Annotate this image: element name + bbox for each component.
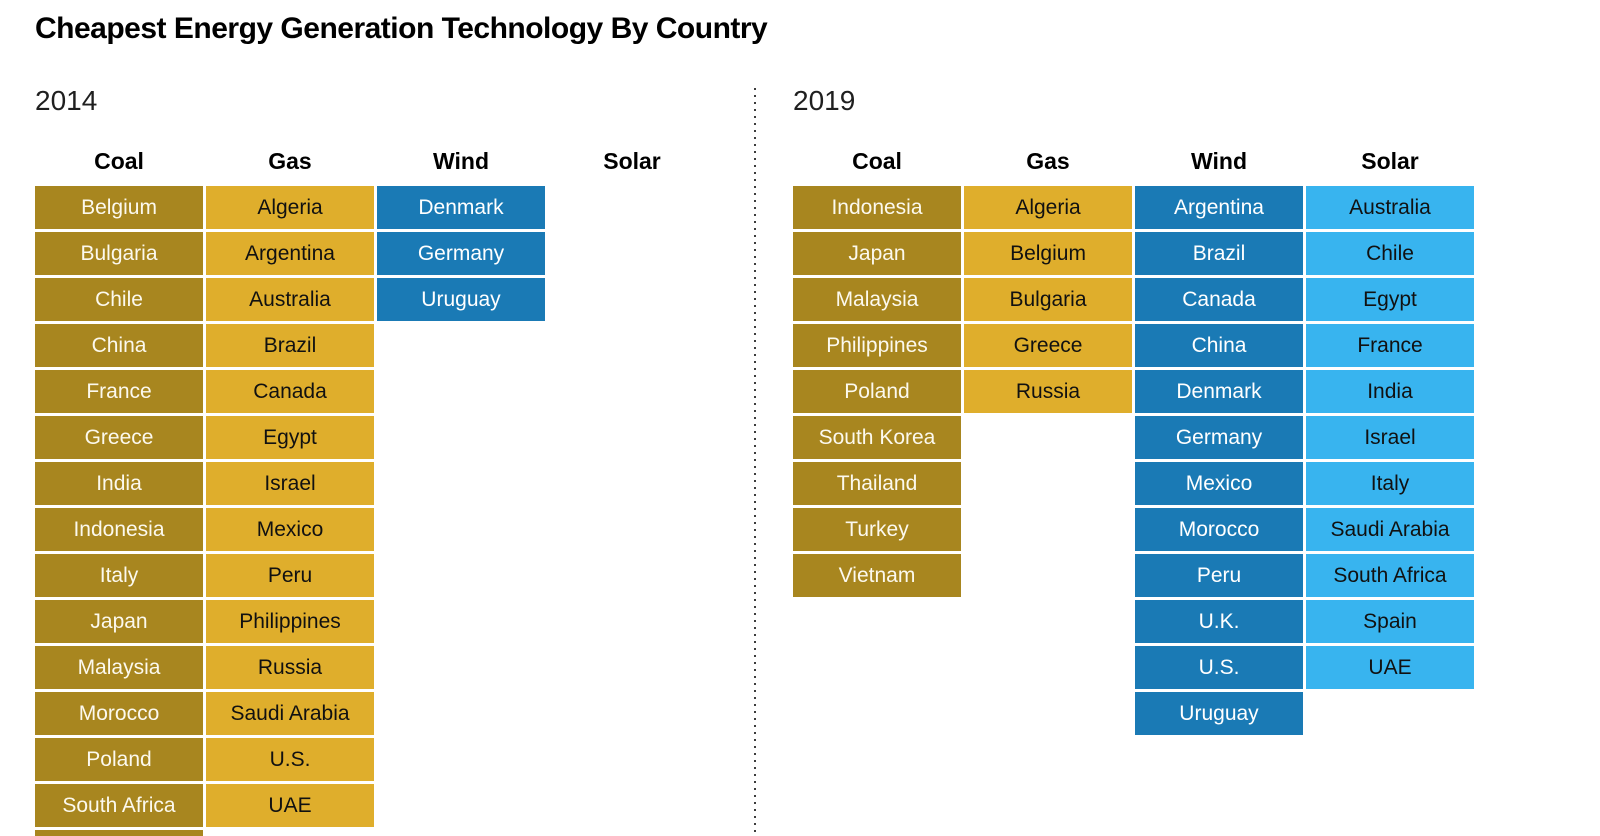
country-cell: China xyxy=(35,324,203,367)
country-cell: South Africa xyxy=(35,784,203,827)
country-cell: Philippines xyxy=(793,324,961,367)
column-header-coal: Coal xyxy=(94,148,144,174)
country-cell: Australia xyxy=(206,278,374,321)
column-solar: Solar xyxy=(548,148,716,836)
country-cell: Japan xyxy=(35,600,203,643)
country-cell: Spain xyxy=(1306,600,1474,643)
country-cell: Saudi Arabia xyxy=(206,692,374,735)
country-cell: Egypt xyxy=(206,416,374,459)
country-cell: Morocco xyxy=(35,692,203,735)
year-label-2019: 2019 xyxy=(793,85,856,116)
country-cell: Japan xyxy=(793,232,961,275)
country-cell: Uruguay xyxy=(1135,692,1303,735)
chart-title: Cheapest Energy Generation Technology By… xyxy=(35,12,768,45)
column-header-solar: Solar xyxy=(603,148,661,174)
country-cell: Israel xyxy=(206,462,374,505)
column-wind: Wind Argentina Brazil Canada China Denmark Ger… xyxy=(1135,148,1303,735)
country-cell: Algeria xyxy=(964,186,1132,229)
country-cell: Brazil xyxy=(206,324,374,367)
country-cell: Saudi Arabia xyxy=(1306,508,1474,551)
column-solar: Solar Australia Chile Egypt France India Israe… xyxy=(1306,148,1474,735)
country-cell: Italy xyxy=(35,554,203,597)
country-cell: Denmark xyxy=(1135,370,1303,413)
country-cell: Poland xyxy=(35,738,203,781)
country-cell: Malaysia xyxy=(793,278,961,321)
panel-2014: 2014 Coal Belgium Bulgaria Chile China France… xyxy=(35,84,716,836)
country-cell: Bulgaria xyxy=(964,278,1132,321)
country-cell: Canada xyxy=(1135,278,1303,321)
country-cell: Argentina xyxy=(206,232,374,275)
country-cell: Russia xyxy=(964,370,1132,413)
country-cell: Australia xyxy=(1306,186,1474,229)
country-cell: Israel xyxy=(1306,416,1474,459)
country-cell: Mexico xyxy=(206,508,374,551)
country-cell: Mexico xyxy=(1135,462,1303,505)
country-cell: U.S. xyxy=(206,738,374,781)
country-cell: Argentina xyxy=(1135,186,1303,229)
country-cell-clipped xyxy=(35,830,203,836)
column-header-solar: Solar xyxy=(1361,148,1419,174)
country-cell: Philippines xyxy=(206,600,374,643)
country-cell: Brazil xyxy=(1135,232,1303,275)
country-cell: Indonesia xyxy=(793,186,961,229)
country-cell: France xyxy=(35,370,203,413)
country-cell: Greece xyxy=(964,324,1132,367)
country-cell: Germany xyxy=(377,232,545,275)
column-gas: Gas Algeria Belgium Bulgaria Greece Russia xyxy=(964,148,1132,735)
country-cell: Peru xyxy=(1135,554,1303,597)
country-cell: Italy xyxy=(1306,462,1474,505)
country-cell: UAE xyxy=(206,784,374,827)
country-cell: Canada xyxy=(206,370,374,413)
country-cell: Poland xyxy=(793,370,961,413)
country-cell: Peru xyxy=(206,554,374,597)
country-cell: Morocco xyxy=(1135,508,1303,551)
column-header-gas: Gas xyxy=(268,148,312,174)
panel-2019: 2019 Coal Indonesia Japan Malaysia Philippin… xyxy=(793,84,1474,735)
column-header-gas: Gas xyxy=(1026,148,1070,174)
column-header-wind: Wind xyxy=(1191,148,1247,174)
country-cell: Belgium xyxy=(35,186,203,229)
column-coal: Coal Indonesia Japan Malaysia Philippines Pol… xyxy=(793,148,961,735)
country-cell: Thailand xyxy=(793,462,961,505)
country-cell: Chile xyxy=(1306,232,1474,275)
column-wind: Wind Denmark Germany Uruguay xyxy=(377,148,545,836)
country-cell: Bulgaria xyxy=(35,232,203,275)
country-cell: Vietnam xyxy=(793,554,961,597)
year-label-2014: 2014 xyxy=(35,85,98,116)
country-cell: India xyxy=(1306,370,1474,413)
country-cell: Russia xyxy=(206,646,374,689)
panel-divider xyxy=(754,88,756,832)
column-header-coal: Coal xyxy=(852,148,902,174)
country-cell: Belgium xyxy=(964,232,1132,275)
country-cell: U.K. xyxy=(1135,600,1303,643)
country-cell: Malaysia xyxy=(35,646,203,689)
country-cell: Greece xyxy=(35,416,203,459)
country-cell: U.S. xyxy=(1135,646,1303,689)
grid-2019: Coal Indonesia Japan Malaysia Philippines Pol… xyxy=(793,148,1474,735)
country-cell: China xyxy=(1135,324,1303,367)
country-cell: South Africa xyxy=(1306,554,1474,597)
country-cell: Egypt xyxy=(1306,278,1474,321)
grid-2014: Coal Belgium Bulgaria Chile China France Greec… xyxy=(35,148,716,836)
country-cell: Indonesia xyxy=(35,508,203,551)
country-cell: India xyxy=(35,462,203,505)
country-cell: South Korea xyxy=(793,416,961,459)
country-cell: Turkey xyxy=(793,508,961,551)
country-cell: UAE xyxy=(1306,646,1474,689)
country-cell: Uruguay xyxy=(377,278,545,321)
country-cell: France xyxy=(1306,324,1474,367)
country-cell: Germany xyxy=(1135,416,1303,459)
country-cell: Algeria xyxy=(206,186,374,229)
column-header-wind: Wind xyxy=(433,148,489,174)
country-cell: Chile xyxy=(35,278,203,321)
column-gas: Gas Algeria Argentina Australia Brazil Canada… xyxy=(206,148,374,836)
column-coal: Coal Belgium Bulgaria Chile China France Greec… xyxy=(35,148,203,836)
country-cell: Denmark xyxy=(377,186,545,229)
